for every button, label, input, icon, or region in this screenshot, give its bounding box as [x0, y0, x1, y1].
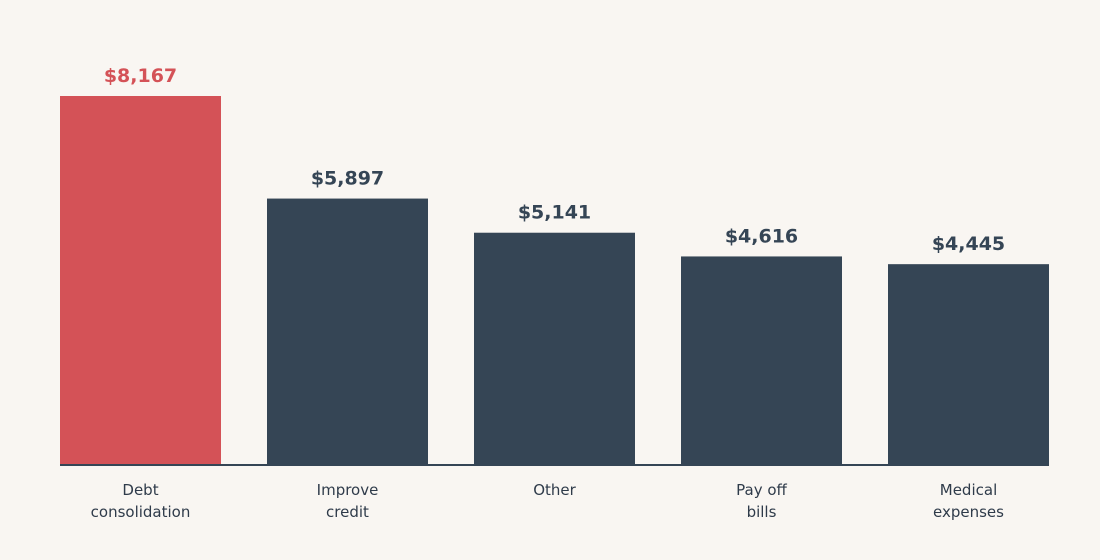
category-label-1-line-0: Improve [317, 481, 379, 499]
category-label-2: Other [533, 481, 576, 499]
value-label-4: $4,445 [932, 233, 1005, 255]
category-label-4-line-0: Medical [940, 481, 997, 499]
bar-4 [888, 264, 1049, 465]
category-label-3-line-1: bills [747, 503, 777, 521]
value-label-2: $5,141 [518, 202, 591, 224]
category-label-4-line-1: expenses [933, 503, 1004, 521]
category-label-0: Debt consolidation [91, 481, 191, 521]
category-label-2-line-0: Other [533, 481, 576, 499]
category-label-1: Improve credit [317, 481, 379, 521]
category-label-3: Pay off bills [736, 481, 787, 521]
value-label-3: $4,616 [725, 225, 798, 247]
bar-1 [267, 198, 428, 466]
category-label-1-line-1: credit [326, 503, 369, 521]
value-label-0: $8,167 [104, 65, 177, 87]
category-labels-layer: Debt consolidation Improve credit Other Pay o… [91, 481, 1005, 521]
category-label-4: Medical expenses [933, 481, 1004, 521]
bar-2 [474, 232, 635, 465]
bars-layer [60, 96, 1049, 466]
value-label-1: $5,897 [311, 168, 384, 190]
category-label-0-line-1: consolidation [91, 503, 191, 521]
category-label-3-line-0: Pay off [736, 481, 787, 499]
value-labels-layer: $8,167 $5,897 $5,141 $4,616 $4,445 [104, 65, 1005, 255]
bar-3 [681, 256, 842, 465]
bar-0 [60, 96, 221, 465]
category-label-0-line-0: Debt [122, 481, 158, 499]
